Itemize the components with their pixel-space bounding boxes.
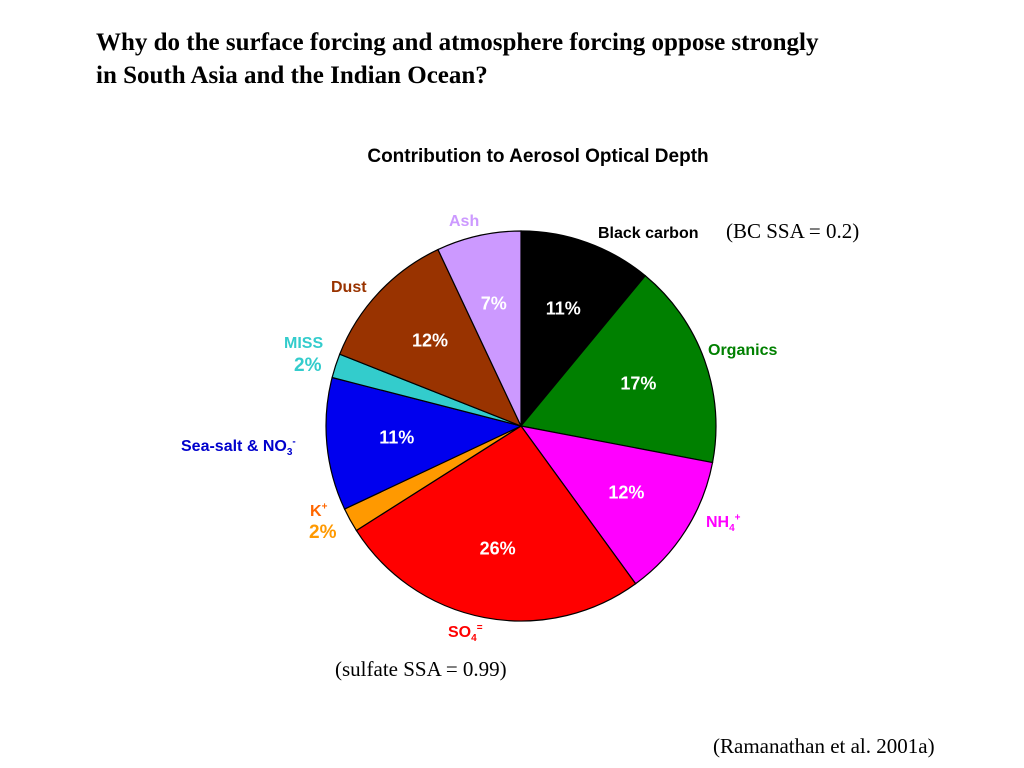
pie-slice-3 <box>355 425 637 622</box>
pie-slice-2 <box>519 425 714 585</box>
pie-slice-pct-8: 7% <box>480 293 507 314</box>
label-black-carbon: Black carbon <box>598 225 699 242</box>
pie-slice-7 <box>338 248 523 428</box>
pie-slice-5 <box>325 376 523 510</box>
citation: (Ramanathan et al. 2001a) <box>713 734 935 758</box>
label-miss-pct: 2% <box>294 355 322 376</box>
label-k-pct: 2% <box>309 522 337 543</box>
label-dust: Dust <box>331 279 367 296</box>
slide-title: Why do the surface forcing and atmospher… <box>96 26 976 92</box>
label-nh4: NH4+ <box>706 512 741 535</box>
label-sea-salt: Sea-salt & NO3- <box>181 436 296 459</box>
sulfate-ssa-note: (sulfate SSA = 0.99) <box>335 657 507 681</box>
label-organics: Organics <box>708 342 778 359</box>
pie-slice-pct-3: 26% <box>479 538 516 559</box>
label-ash: Ash <box>449 213 480 230</box>
slide-title-line-2: in South Asia and the Indian Ocean? <box>96 62 488 89</box>
chart-title: Contribution to Aerosol Optical Depth <box>367 146 709 167</box>
pie-slice-0 <box>520 230 647 428</box>
bc-ssa-note: (BC SSA = 0.2) <box>726 219 860 243</box>
pie-slice-pct-0: 11% <box>545 298 581 319</box>
label-k: K+ <box>310 501 328 520</box>
pie-slice-pct-5: 11% <box>379 427 415 448</box>
pie-slice-pct-2: 12% <box>608 482 645 503</box>
slide-title-line-1: Why do the surface forcing and atmospher… <box>96 29 819 56</box>
label-miss: MISS <box>284 335 324 352</box>
pie-slice-pct-1: 17% <box>620 373 657 394</box>
pie-slice-pct-7: 12% <box>411 330 449 351</box>
pie-slice-8 <box>437 230 522 427</box>
label-so4: SO4= <box>448 622 483 645</box>
pie-slice-1 <box>519 274 717 464</box>
